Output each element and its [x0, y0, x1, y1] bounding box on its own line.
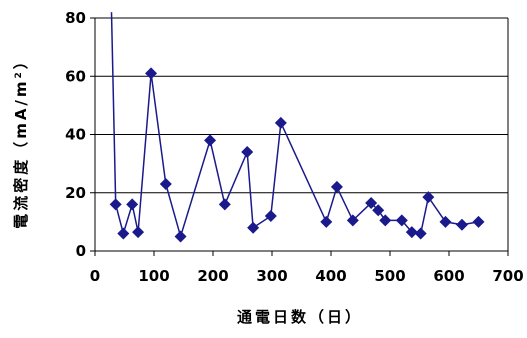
data-point: [109, 198, 122, 211]
data-point: [346, 214, 359, 227]
data-point: [274, 116, 287, 129]
x-tick-label-0: 0: [90, 267, 100, 285]
data-point: [218, 198, 231, 211]
axes: [90, 17, 509, 256]
x-tick-label-300: 300: [256, 267, 287, 285]
data-point: [241, 145, 254, 158]
series-line-0: [110, 12, 479, 240]
data-point: [455, 218, 468, 231]
data-point: [395, 214, 408, 227]
data-point: [117, 227, 130, 240]
data-point: [132, 226, 145, 239]
y-tick-label-0: 0: [76, 242, 86, 260]
data-point: [247, 221, 260, 234]
x-tick-label-600: 600: [433, 267, 464, 285]
x-axis-title: 通電日数（日）: [237, 308, 363, 326]
y-axis-title-main: 電流密度（mA/m: [12, 78, 30, 228]
data-point: [472, 215, 485, 228]
data-point: [414, 227, 427, 240]
series-0: [109, 12, 485, 243]
x-tick-label-100: 100: [138, 267, 169, 285]
data-point: [372, 204, 385, 217]
data-point: [320, 215, 333, 228]
y-axis-title-group: 電流密度（mA/m2）: [12, 51, 30, 229]
x-tick-label-200: 200: [197, 267, 228, 285]
tick-labels: 0 20 40 60 80 0 100 200 300 400 500 600 700: [65, 9, 524, 285]
data-point: [439, 215, 452, 228]
data-point: [126, 198, 139, 211]
y-axis-title: 電流密度（mA/m2）: [12, 51, 30, 229]
y-tick-label-40: 40: [65, 126, 86, 144]
grid: [95, 17, 508, 194]
data-point: [422, 191, 435, 204]
x-tick-label-400: 400: [315, 267, 346, 285]
y-tick-label-20: 20: [65, 184, 86, 202]
data-point: [379, 214, 392, 227]
y-tick-label-80: 80: [65, 9, 86, 27]
x-tick-label-500: 500: [374, 267, 405, 285]
data-point: [174, 230, 187, 243]
series-layer: [109, 12, 485, 243]
y-axis-title-superscript: 2: [14, 69, 24, 78]
data-point: [204, 134, 217, 147]
data-point: [365, 196, 378, 209]
x-tick-label-700: 700: [492, 267, 523, 285]
data-point: [330, 180, 343, 193]
data-point: [405, 226, 418, 239]
y-tick-label-60: 60: [65, 67, 86, 85]
data-point: [159, 178, 172, 191]
data-point: [145, 67, 158, 80]
data-point: [264, 210, 277, 223]
y-axis-title-close: ）: [12, 51, 30, 69]
